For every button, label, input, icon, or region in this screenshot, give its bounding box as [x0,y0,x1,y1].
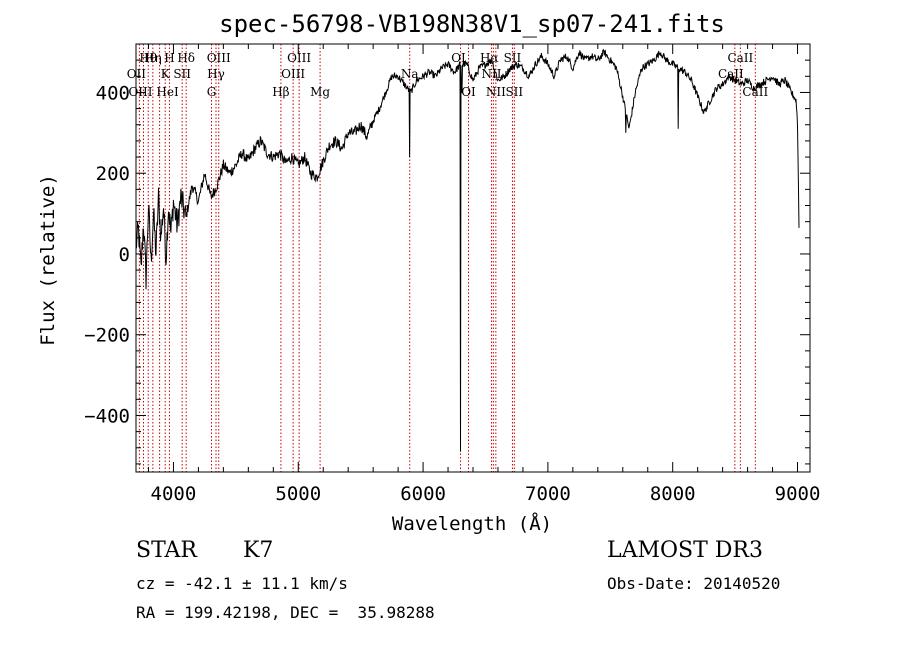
line-label: Hγ [207,67,225,81]
survey-name: LAMOST DR3 [607,538,763,563]
line-label: OIII [281,67,305,81]
object-subclass: K7 [243,538,274,563]
line-label: OII [127,67,147,81]
line-label: Hθ [139,51,157,65]
axis-ticks: 4000 5000 6000 7000 8000 9000 −400 −200 0 200 400 [84,44,820,505]
line-label: SII [504,51,522,65]
x-axis-label: Wavelength (Å) [392,512,552,535]
line-label: K [161,67,171,81]
y-tick-label: 400 [96,82,130,104]
x-tick-label: 6000 [400,483,446,505]
coordinates: RA = 199.42198, DEC = 35.98288 [136,603,435,622]
emission-line-markers [138,44,756,472]
line-label: CaII [742,85,768,99]
line-label: SII [173,67,191,81]
x-tick-label: 4000 [151,483,197,505]
y-axis-label: Flux (relative) [37,174,59,346]
line-label: Hη [144,51,162,65]
line-labels: Hθ OII OIII Hη K HeI H SII Hδ OIII Hγ G OIII OIII Hβ Mg… [127,51,769,99]
line-label: OI [451,51,466,65]
spectrum-series [135,48,800,452]
line-label: Hα [480,51,499,65]
line-label: OIII [287,51,311,65]
y-tick-label: 200 [96,163,130,185]
chart-title: spec-56798-VB198N38V1_sp07-241.fits [219,10,725,38]
line-label: CaII [718,67,744,81]
line-label: CaII [727,51,753,65]
line-label: NII [481,67,501,81]
x-tick-label: 7000 [525,483,571,505]
y-tick-label: −400 [84,405,130,427]
line-label: SII [505,85,523,99]
y-tick-label: 0 [119,244,130,266]
plot-border [135,43,811,473]
line-label: HeI [156,85,179,99]
plot-frame [135,43,811,473]
object-class: STAR [136,538,197,563]
line-label: Hβ [272,85,289,99]
line-label: G [207,85,217,99]
x-tick-label: 9000 [775,483,821,505]
x-tick-label: 8000 [650,483,696,505]
line-label: Na [401,67,419,81]
line-label: H [164,51,174,65]
spectrum-layer [135,48,800,452]
y-tick-label: −200 [84,325,130,347]
x-tick-label: 5000 [275,483,321,505]
line-label: NII [486,85,506,99]
line-label: Mg [310,85,330,99]
line-label: OIII [128,85,152,99]
line-label: OI [461,85,476,99]
line-label: Hδ [177,51,195,65]
observation-date: Obs-Date: 20140520 [607,574,781,593]
redshift-velocity: cz = -42.1 ± 11.1 km/s [136,574,348,593]
line-label: OIII [207,51,231,65]
